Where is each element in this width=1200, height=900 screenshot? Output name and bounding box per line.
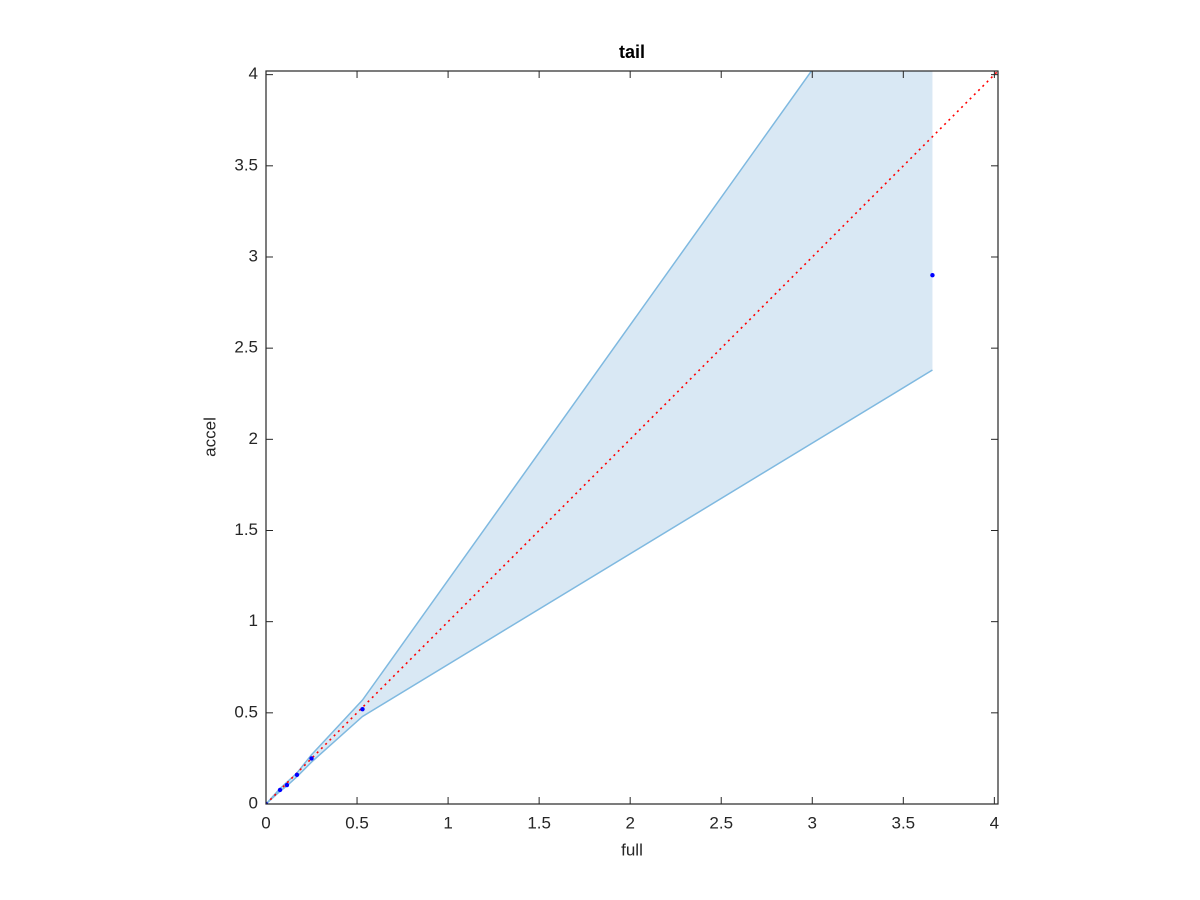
x-tick-label: 3 [808, 813, 817, 832]
axes: 0 0.5 1 1.5 2 2.5 3 3.5 4 0 0.5 1 1.5 2 2.5 3 3.5 4 [234, 64, 999, 832]
y-tick-label: 2 [249, 429, 258, 448]
x-tick-label: 1 [443, 813, 452, 832]
confidence-band [266, 71, 933, 804]
x-tick-label: 0.5 [345, 813, 369, 832]
x-tick-label: 3.5 [891, 813, 915, 832]
y-tick-label: 0 [249, 793, 258, 812]
y-axis-label: accel [200, 417, 219, 457]
x-tick-label: 4 [990, 813, 999, 832]
data-point [360, 706, 365, 712]
chart-title: tail [619, 42, 645, 62]
data-point [294, 772, 300, 778]
y-tick-label: 4 [249, 64, 258, 83]
axes-box [265, 70, 999, 805]
x-tick-label: 1.5 [527, 813, 551, 832]
plot-area [266, 71, 998, 804]
x-axis-label: full [621, 840, 643, 859]
y-tick-label: 2.5 [234, 338, 258, 357]
data-point [309, 756, 314, 761]
x-tick-label: 2 [625, 813, 634, 832]
data-point [930, 273, 935, 278]
x-tick-label: 0 [261, 813, 270, 832]
y-tick-label: 3 [249, 246, 258, 265]
y-tick-label: 3.5 [234, 155, 258, 174]
reference-line [266, 71, 998, 804]
y-tick-label: 1.5 [234, 520, 258, 539]
y-tick-label: 0.5 [234, 702, 258, 721]
x-tick-label: 2.5 [709, 813, 733, 832]
data-point [284, 782, 290, 788]
data-point [277, 787, 283, 793]
y-tick-label: 1 [249, 611, 258, 630]
